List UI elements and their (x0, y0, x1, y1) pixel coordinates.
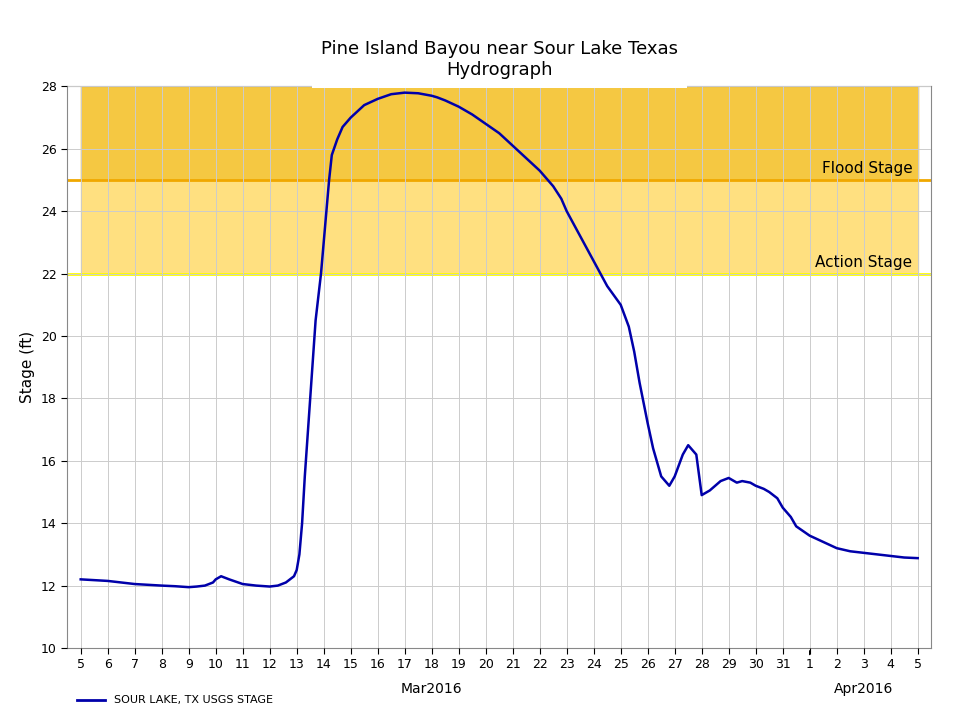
Text: Flood Stage: Flood Stage (822, 161, 912, 176)
Title: Pine Island Bayou near Sour Lake Texas
Hydrograph: Pine Island Bayou near Sour Lake Texas H… (321, 40, 678, 79)
Text: Apr2016: Apr2016 (834, 682, 894, 696)
Legend: SOUR LAKE, TX USGS STAGE: SOUR LAKE, TX USGS STAGE (73, 691, 277, 710)
Text: 27.8 Feet: 27.8 Feet (351, 74, 429, 92)
Y-axis label: Stage (ft): Stage (ft) (20, 331, 36, 403)
Text: Mar2016: Mar2016 (401, 682, 463, 696)
Text: Action Stage: Action Stage (815, 255, 912, 270)
